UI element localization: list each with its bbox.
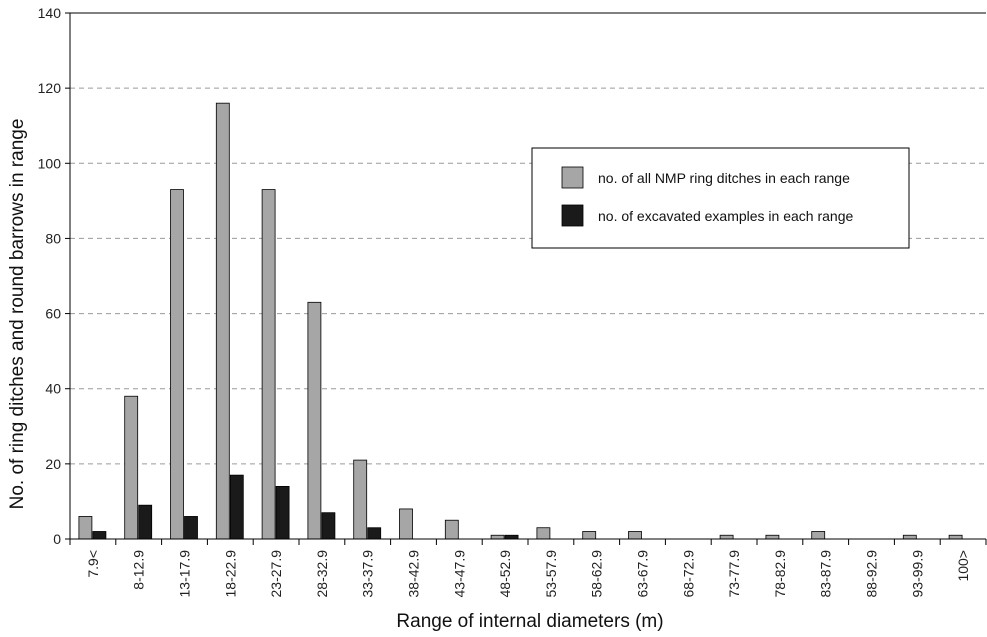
y-tick-label: 100	[38, 155, 62, 171]
bar-excavated	[138, 504, 153, 540]
x-tick-label: 13-17.9	[177, 550, 193, 598]
y-tick-labels: 0 20 40 60 80 100 120 140	[38, 5, 62, 547]
x-tick-labels: 7.9< 8-12.9 13-17.9 18-22.9 23-27.9 28-32.9 33…	[85, 550, 971, 598]
x-tick-label: 38-42.9	[406, 550, 422, 598]
bar-all-nmp	[719, 534, 734, 540]
bar-excavated	[229, 474, 244, 540]
y-tick-label: 140	[38, 5, 62, 21]
x-tick-label: 43-47.9	[451, 550, 467, 598]
legend-label-excavated: no. of excavated examples in each range	[598, 208, 853, 224]
x-tick-label: 28-32.9	[314, 550, 330, 598]
bar-excavated	[321, 512, 336, 540]
x-tick-label: 78-82.9	[772, 550, 788, 598]
bar-all-nmp	[536, 527, 551, 540]
bar-excavated	[92, 531, 107, 540]
bar-excavated	[367, 527, 382, 540]
x-tick-label: 18-22.9	[222, 550, 238, 598]
legend-swatch-excavated	[561, 204, 584, 227]
bar-all-nmp	[215, 102, 230, 540]
axes	[65, 12, 987, 545]
legend-box	[531, 147, 910, 249]
x-tick-label: 100>	[955, 550, 971, 582]
y-tick-label: 120	[38, 80, 62, 96]
bar-excavated	[184, 516, 198, 540]
x-tick-label: 48-52.9	[497, 550, 513, 598]
x-tick-label: 88-92.9	[864, 550, 880, 598]
bar-all-nmp	[444, 519, 459, 540]
bar-all-nmp	[948, 534, 963, 540]
x-tick-label: 58-62.9	[589, 550, 605, 598]
bar-excavated	[275, 485, 290, 540]
x-tick-label: 73-77.9	[726, 550, 742, 598]
y-tick-label: 0	[53, 531, 61, 547]
bars	[78, 102, 963, 540]
bar-all-nmp	[399, 508, 413, 540]
x-tick-label: 68-72.9	[680, 550, 696, 598]
bar-all-nmp	[170, 189, 184, 540]
bar-all-nmp	[307, 301, 322, 540]
x-tick-label: 53-57.9	[543, 550, 559, 598]
bar-all-nmp	[902, 534, 917, 540]
bar-all-nmp	[261, 189, 276, 540]
y-tick-label: 20	[45, 456, 61, 472]
y-tick-label: 40	[45, 381, 61, 397]
y-axis-title: No. of ring ditches and round barrows in…	[7, 119, 28, 510]
x-tick-label: 8-12.9	[131, 550, 147, 590]
bar-excavated	[504, 534, 519, 540]
x-tick-label: 23-27.9	[268, 550, 284, 598]
bar-all-nmp	[628, 531, 642, 540]
legend-label-all-nmp: no. of all NMP ring ditches in each rang…	[598, 170, 850, 186]
y-tick-label: 80	[45, 230, 61, 246]
x-tick-label: 63-67.9	[635, 550, 651, 598]
bar-all-nmp	[765, 534, 780, 540]
y-tick-label: 60	[45, 306, 61, 322]
legend: no. of all NMP ring ditches in each rang…	[531, 147, 910, 249]
bar-all-nmp	[78, 516, 93, 540]
x-axis-title: Range of internal diameters (m)	[396, 611, 663, 632]
bar-all-nmp	[811, 531, 826, 540]
bar-all-nmp	[582, 531, 597, 540]
gridlines	[70, 87, 986, 465]
x-tick-label: 7.9<	[85, 550, 101, 578]
x-tick-label: 83-87.9	[818, 550, 834, 598]
bar-all-nmp	[353, 459, 368, 540]
bar-all-nmp	[490, 534, 505, 540]
bar-all-nmp	[124, 395, 139, 540]
x-tick-label: 33-37.9	[360, 550, 376, 598]
x-tick-label: 93-99.9	[909, 550, 925, 598]
legend-swatch-all-nmp	[561, 166, 584, 189]
